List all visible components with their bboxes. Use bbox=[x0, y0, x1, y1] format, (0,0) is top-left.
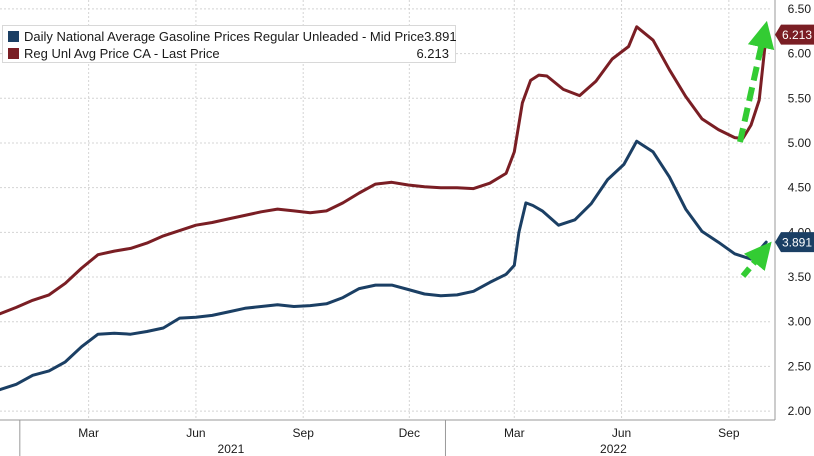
x-tick-label: Mar bbox=[504, 426, 525, 440]
legend-entry-national: Daily National Average Gasoline Prices R… bbox=[3, 28, 457, 45]
y-tick-label: 6.50 bbox=[788, 2, 812, 16]
x-tick-label: Sep bbox=[293, 426, 315, 440]
legend-label-national: Daily National Average Gasoline Prices R… bbox=[24, 29, 425, 44]
series-line-0 bbox=[0, 139, 768, 392]
x-tick-label: Dec bbox=[399, 426, 420, 440]
y-tick-label: 2.50 bbox=[788, 359, 812, 373]
trend-arrows bbox=[737, 20, 775, 278]
up-arrow-large bbox=[737, 20, 775, 143]
legend-swatch-national bbox=[8, 31, 19, 42]
last-value-tag-1 bbox=[775, 24, 814, 45]
year-label: 2022 bbox=[600, 442, 627, 456]
legend-swatch-california bbox=[8, 48, 19, 59]
legend-value-national: 3.891 bbox=[424, 29, 457, 44]
y-tick-label: 4.50 bbox=[788, 181, 812, 195]
y-tick-label: 5.50 bbox=[788, 91, 812, 105]
x-tick-label: Mar bbox=[78, 426, 99, 440]
legend: Daily National Average Gasoline Prices R… bbox=[2, 25, 457, 63]
legend-label-california: Reg Unl Avg Price CA - Last Price bbox=[24, 46, 220, 61]
legend-entry-california: Reg Unl Avg Price CA - Last Price 6.213 bbox=[3, 45, 455, 62]
x-tick-label: Jun bbox=[186, 426, 205, 440]
y-tick-label: 2.00 bbox=[788, 404, 812, 418]
x-tick-label: Jun bbox=[612, 426, 631, 440]
last-value-label-1: 6.213 bbox=[782, 28, 812, 42]
legend-value-california: 6.213 bbox=[416, 46, 449, 61]
year-label: 2021 bbox=[218, 442, 245, 456]
last-value-tag-0 bbox=[775, 232, 814, 253]
y-tick-label: 6.00 bbox=[788, 47, 812, 61]
up-arrow-small bbox=[740, 241, 772, 278]
y-tick-label: 5.00 bbox=[788, 136, 812, 150]
y-tick-label: 3.00 bbox=[788, 315, 812, 329]
last-value-label-0: 3.891 bbox=[782, 236, 812, 250]
y-tick-label: 3.50 bbox=[788, 270, 812, 284]
series-line-1 bbox=[0, 25, 768, 316]
x-tick-label: Sep bbox=[718, 426, 740, 440]
